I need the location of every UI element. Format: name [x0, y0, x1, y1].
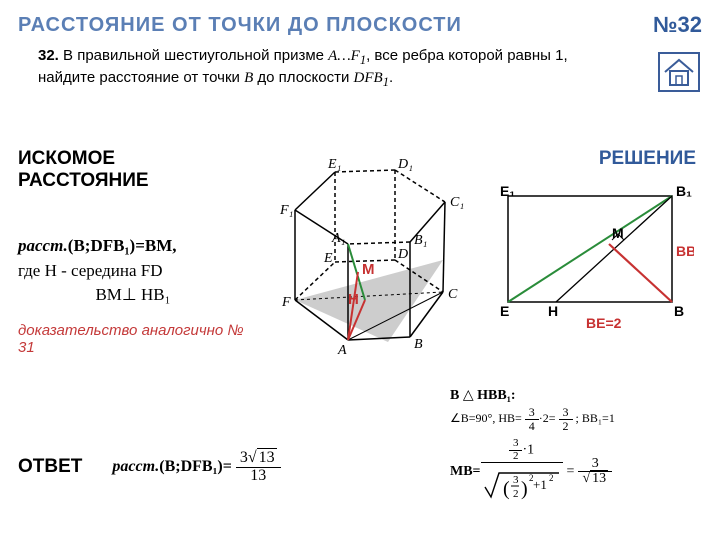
calc-in: В	[450, 388, 463, 403]
gde-line: где H - середина FD	[18, 259, 248, 284]
svg-text:BB₁=1: BB₁=1	[676, 243, 694, 259]
svg-text:B₁: B₁	[414, 233, 427, 248]
problem-text-3: до плоскости	[253, 69, 353, 86]
calc-line2: ∠B=90°, HB= 34·2= 32 ; BB₁=1	[450, 406, 710, 432]
reshenie-label: РЕШЕНИЕ	[486, 148, 696, 170]
svg-text:E₁: E₁	[327, 157, 341, 172]
answer-row: ОТВЕТ расст.(B;DFB₁)= 313 13	[18, 450, 281, 485]
header-row: РАССТОЯНИЕ ОТ ТОЧКИ ДО ПЛОСКОСТИ №32	[18, 12, 702, 38]
answer-formula: расст.(B;DFB₁)= 313 13	[112, 450, 280, 485]
svg-text:D: D	[397, 247, 408, 262]
problem-inline-number: 32.	[38, 47, 59, 64]
prism-symbol: A…F	[328, 48, 360, 64]
svg-text:E: E	[323, 251, 333, 266]
home-icon[interactable]	[658, 52, 700, 92]
svg-text:A₁: A₁	[331, 231, 345, 246]
answer-arg: (B;DFB₁)=	[159, 458, 232, 475]
svg-text:(: (	[503, 478, 510, 500]
plane-name: DFB	[354, 70, 383, 86]
problem-text-1: В правильной шестиугольной призме	[63, 47, 328, 64]
otvet-label: ОТВЕТ	[18, 456, 82, 478]
rasst-word: расст.	[18, 236, 68, 255]
svg-text:B: B	[414, 337, 423, 352]
svg-text:C: C	[448, 287, 458, 302]
svg-text:+1: +1	[533, 477, 547, 492]
prism-diagram: F₁ E₁ D₁ C₁ B₁ A₁ F E D C B A M H	[240, 152, 500, 362]
side-diagram: E₁ B₁ E H B M BB₁=1 BE=2	[494, 182, 694, 312]
svg-text:2: 2	[513, 488, 519, 500]
svg-text:B: B	[674, 303, 684, 319]
problem-statement: 32. В правильной шестиугольной призме A……	[38, 46, 598, 91]
svg-text:F₁: F₁	[279, 203, 293, 218]
perp-line: BM⊥ HB₁	[18, 283, 248, 308]
svg-text:H: H	[548, 303, 558, 319]
period: .	[389, 69, 393, 86]
point-b: B	[244, 70, 253, 86]
calc-tri: HBB₁:	[477, 388, 515, 403]
svg-text:C₁: C₁	[450, 195, 464, 210]
svg-text:): )	[521, 478, 528, 500]
page-title: РАССТОЯНИЕ ОТ ТОЧКИ ДО ПЛОСКОСТИ	[18, 14, 462, 37]
svg-text:2: 2	[549, 473, 554, 483]
right-column: РЕШЕНИЕ E₁ B₁ E H B M BB₁=1 BE=2	[486, 148, 696, 312]
svg-text:B₁: B₁	[676, 183, 692, 199]
problem-number: №32	[653, 12, 702, 38]
iskomoe-label: ИСКОМОЕ РАССТОЯНИЕ	[18, 148, 248, 192]
svg-text:F: F	[281, 295, 291, 310]
rasst-arg: (B;DFB₁)=BM,	[68, 236, 177, 255]
svg-text:M: M	[362, 261, 375, 278]
svg-text:3: 3	[513, 474, 519, 486]
calc-block: В △ HBB₁: ∠B=90°, HB= 34·2= 32 ; BB₁=1 M…	[450, 385, 710, 505]
svg-text:E: E	[500, 303, 509, 319]
svg-text:BE=2: BE=2	[586, 315, 622, 331]
svg-text:D₁: D₁	[397, 157, 413, 172]
triangle-icon: △	[463, 388, 474, 403]
proof-note: доказательство аналогично № 31	[18, 322, 248, 356]
distance-formula-block: расст.(B;DFB₁)=BM, где H - середина FD B…	[18, 234, 248, 308]
calc-mb-line: MB= 32·1 ( 3 2 ) 2 +1 2	[450, 438, 710, 505]
mb-label: MB=	[450, 461, 481, 482]
left-column: ИСКОМОЕ РАССТОЯНИЕ расст.(B;DFB₁)=BM, гд…	[18, 148, 248, 356]
svg-text:E₁: E₁	[500, 183, 515, 199]
svg-text:A: A	[337, 343, 347, 358]
answer-rasst: расст.	[112, 458, 159, 475]
svg-text:H: H	[348, 291, 359, 308]
